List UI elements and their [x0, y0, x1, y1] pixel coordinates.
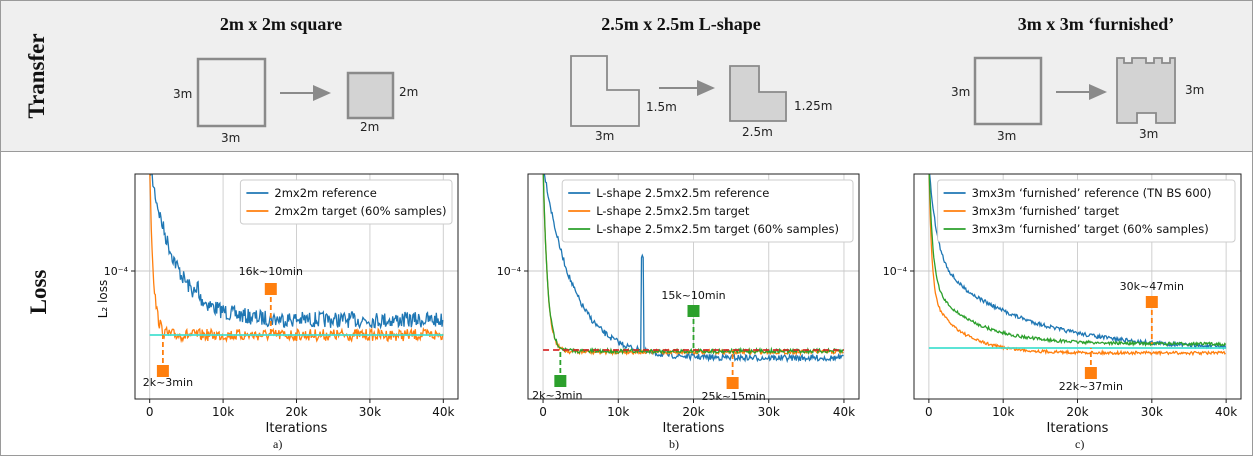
chart-2: 15k~10min 2k~3min 25k~15min 0 10k 20k 30k 40k 10…	[497, 173, 860, 436]
legend-entry: 2mx2m reference	[274, 186, 376, 200]
y-tick-label: 10⁻⁴	[497, 265, 522, 278]
x-tick-label: 20k	[1066, 405, 1088, 419]
series-line-1	[543, 174, 844, 364]
x-tick-label: 40k	[833, 405, 855, 419]
sketch-a-source-bottom: 3m	[221, 131, 241, 145]
annotation-marker	[726, 377, 739, 389]
annotation-label: 30k~47min	[1120, 280, 1184, 293]
sketch-b-target-bottom: 2.5m	[742, 125, 773, 139]
chart-1: 16k~10min 2k~3min 0 10k 20k 30k 40k 10⁻⁴ Iterati…	[96, 173, 459, 436]
sketch-b-target-side: 1.25m	[794, 99, 833, 113]
loss-charts: 16k~10min 2k~3min 0 10k 20k 30k 40k 10⁻⁴ Iterati…	[96, 173, 1242, 436]
x-tick-label: 10k	[212, 405, 234, 419]
x-tick-label: 10k	[992, 405, 1014, 419]
sketch-b-source-side: 1.5m	[646, 100, 677, 114]
x-tick-label: 0	[539, 405, 547, 419]
caption-c: c)	[1075, 437, 1085, 451]
plot-area	[149, 174, 444, 344]
source-room-lshape-icon	[570, 55, 640, 127]
annotation-label: 25k~15min	[701, 390, 765, 403]
x-axis-label: Iterations	[663, 421, 725, 436]
plot-area	[542, 174, 844, 364]
annotation-marker	[554, 375, 567, 387]
target-room-furnished-icon	[1116, 57, 1176, 124]
x-tick-label: 40k	[1215, 405, 1237, 419]
chart-3: 30k~47min 22k~37min 0 10k 20k 30k 40k 10⁻⁴ Itera…	[883, 173, 1242, 436]
x-tick-label: 40k	[432, 405, 454, 419]
annotation-label: 15k~10min	[661, 289, 725, 302]
x-axis-label: Iterations	[1047, 421, 1109, 436]
sketch-a-target-bottom: 2m	[360, 120, 380, 134]
legend-entry: 3mx3m ‘furnished’ reference (TN BS 600)	[972, 186, 1212, 200]
y-axis-label: L₂ loss	[96, 280, 110, 319]
x-tick-label: 30k	[1141, 405, 1163, 419]
sketch-c-target-bottom: 3m	[1139, 127, 1159, 141]
panel-a-title: 2m x 2m square	[219, 14, 343, 34]
legend-entry: 3mx3m ‘furnished’ target	[972, 204, 1120, 218]
legend-entry: 3mx3m ‘furnished’ target (60% samples)	[972, 222, 1209, 236]
transfer-sketches	[196, 55, 1176, 128]
caption-a: a)	[273, 437, 283, 451]
legend-box	[239, 179, 453, 225]
plot-area	[928, 174, 1227, 357]
x-tick-label: 30k	[758, 405, 780, 419]
legend-entry: L-shape 2.5mx2.5m target (60% samples)	[596, 222, 839, 236]
panel-b-title: 2.5m x 2.5m L-shape	[601, 14, 761, 34]
x-tick-label: 30k	[359, 405, 381, 419]
x-tick-label: 0	[146, 405, 154, 419]
target-room-lshape-icon	[729, 65, 787, 122]
sketch-c-source-side: 3m	[951, 85, 971, 99]
legend-entry: 2mx2m target (60% samples)	[274, 204, 446, 218]
sketch-a-source-side: 3m	[173, 87, 193, 101]
caption-b: b)	[669, 437, 679, 451]
legend-entry: L-shape 2.5mx2.5m target	[596, 204, 750, 218]
annotation-label: 2k~3min	[532, 389, 582, 402]
annotation-label: 16k~10min	[239, 265, 303, 278]
series-line-1	[149, 174, 444, 330]
x-tick-label: 20k	[285, 405, 307, 419]
target-room-square-icon	[346, 71, 395, 120]
sketch-a-target-side: 2m	[399, 85, 419, 99]
x-tick-label: 10k	[607, 405, 629, 419]
legend-box	[937, 179, 1236, 243]
annotation-marker	[1145, 296, 1158, 308]
x-axis-label: Iterations	[266, 421, 328, 436]
panel-c-title: 3m x 3m ‘furnished’	[1017, 14, 1175, 34]
source-room-furnished-icon	[973, 56, 1043, 126]
annotation-marker	[156, 365, 169, 377]
y-tick-label: 10⁻⁴	[883, 265, 908, 278]
legend-entry: L-shape 2.5mx2.5m reference	[596, 186, 769, 200]
annotation-marker	[1084, 367, 1097, 379]
annotation-label: 2k~3min	[143, 376, 193, 389]
sketch-b-source-bottom: 3m	[595, 129, 615, 143]
transfer-band: Transfer 2m x 2m square 3m 3m 2m 2m	[1, 1, 1252, 152]
x-tick-label: 20k	[682, 405, 704, 419]
annotation-marker	[264, 283, 277, 295]
legend-box	[561, 179, 854, 243]
annotation-marker	[687, 305, 700, 317]
sketch-c-source-bottom: 3m	[997, 129, 1017, 143]
source-room-square-icon	[196, 57, 267, 128]
legend: 2mx2m reference 2mx2m target (60% samples…	[239, 179, 453, 225]
legend: 3mx3m ‘furnished’ reference (TN BS 600) 3…	[937, 179, 1236, 243]
series-line-3	[928, 174, 1227, 348]
y-tick-label: 10⁻⁴	[104, 265, 129, 278]
legend: L-shape 2.5mx2.5m reference L-shape 2.5mx…	[561, 179, 854, 243]
series-line-2	[928, 174, 1226, 357]
sketch-c-target-side: 3m	[1185, 83, 1205, 97]
annotation-label: 22k~37min	[1059, 380, 1123, 393]
x-tick-label: 0	[925, 405, 933, 419]
